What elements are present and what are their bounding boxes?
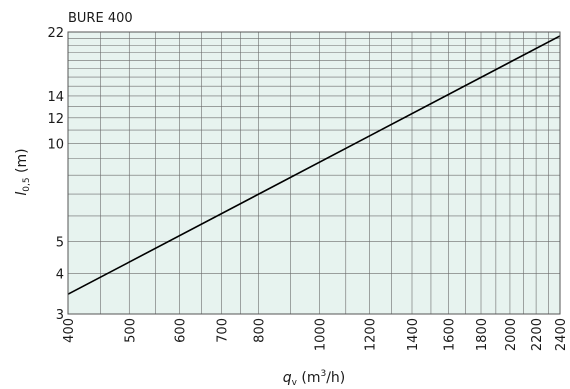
x-label-var: q xyxy=(283,370,292,386)
y-tick-label: 4 xyxy=(56,267,64,282)
x-tick-label: 1400 xyxy=(406,318,421,351)
y-tick-label: 22 xyxy=(47,26,64,41)
series-group xyxy=(67,35,561,295)
y-tick-label: 10 xyxy=(47,138,64,153)
x-label-sub: v xyxy=(292,378,298,388)
y-label-var: l xyxy=(14,192,30,196)
y-label-sub: 0,5 xyxy=(22,177,32,191)
x-tick-label: 500 xyxy=(123,318,138,343)
x-tick-label: 800 xyxy=(252,318,267,343)
x-tick-label: 1600 xyxy=(443,318,458,351)
x-tick-label: 2000 xyxy=(504,318,519,351)
grid xyxy=(68,32,560,314)
x-label-sup: 3 xyxy=(320,369,326,379)
chart-title: BURE 400 xyxy=(68,11,133,26)
x-label-unit-post: /h) xyxy=(326,370,345,386)
x-tick-labels: 400 500 600 700 800 1000 1200 1400 1600 1800 2000 2… xyxy=(62,318,569,351)
y-tick-labels: 3 4 5 10 12 14 22 xyxy=(47,26,64,323)
x-tick-label: 700 xyxy=(216,318,231,343)
x-tick-label: 2200 xyxy=(530,318,545,351)
y-axis-label: l0,5 (m) xyxy=(14,148,32,195)
y-tick-label: 3 xyxy=(56,308,64,323)
series-line xyxy=(67,35,561,295)
x-tick-label: 1000 xyxy=(314,318,329,351)
y-label-unit: (m) xyxy=(14,148,30,177)
x-axis-label: qv (m3/h) xyxy=(283,369,346,388)
x-label-unit-pre: (m xyxy=(297,370,321,386)
x-tick-label: 600 xyxy=(173,318,188,343)
y-tick-label: 14 xyxy=(47,90,64,105)
x-tick-label: 1800 xyxy=(475,318,490,351)
plot-frame xyxy=(67,31,561,315)
y-tick-label: 5 xyxy=(56,236,64,251)
x-tick-label: 2400 xyxy=(554,318,569,351)
y-tick-label: 12 xyxy=(47,112,64,127)
x-tick-label: 1200 xyxy=(364,318,379,351)
x-tick-label: 400 xyxy=(62,318,77,343)
